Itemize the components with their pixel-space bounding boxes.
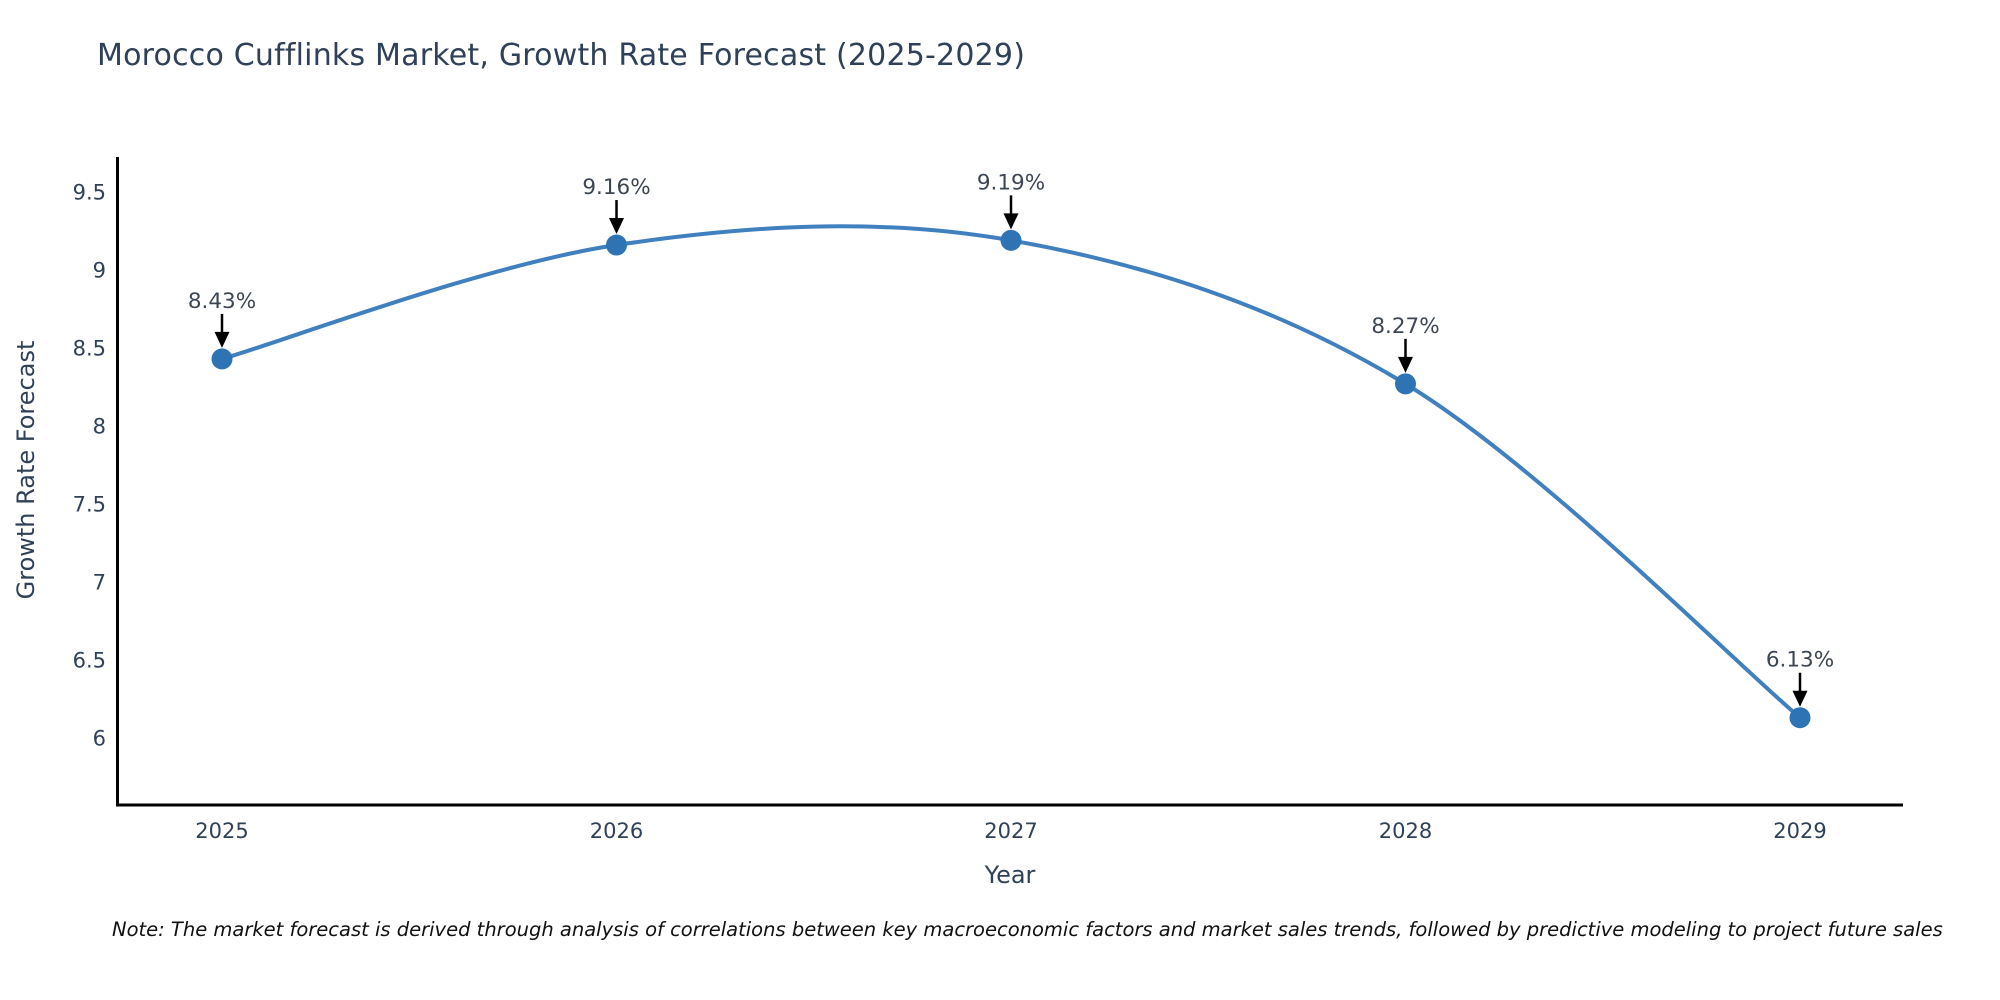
annotation-arrowhead	[1003, 213, 1019, 230]
y-tick-label: 6.5	[73, 649, 106, 673]
chart-title: Morocco Cufflinks Market, Growth Rate Fo…	[97, 38, 1026, 73]
y-tick-label: 7	[93, 571, 106, 595]
point-annotation: 9.19%	[977, 170, 1045, 195]
x-tick-label: 2026	[590, 819, 643, 843]
annotation-arrowhead	[1792, 690, 1808, 707]
y-tick-label: 7.5	[73, 493, 106, 517]
x-tick-label: 2025	[195, 819, 248, 843]
y-tick-label: 9.5	[73, 181, 106, 205]
x-tick-label: 2028	[1379, 819, 1432, 843]
data-point[interactable]	[606, 234, 627, 256]
y-tick-label: 6	[93, 727, 106, 751]
y-tick-label: 8	[93, 415, 106, 439]
point-annotation: 6.13%	[1766, 648, 1834, 673]
footnote: Note: The market forecast is derived thr…	[112, 918, 1943, 941]
annotation-arrowhead	[609, 218, 624, 235]
x-axis-label: Year	[984, 861, 1036, 889]
point-annotation: 9.16%	[582, 175, 650, 200]
x-tick-label: 2029	[1773, 819, 1826, 843]
data-point[interactable]	[1000, 229, 1022, 251]
x-tick-label: 2027	[984, 819, 1037, 843]
data-point[interactable]	[211, 348, 233, 370]
annotation-arrowhead	[214, 331, 230, 348]
point-annotation: 8.27%	[1371, 314, 1439, 339]
data-point[interactable]	[1789, 707, 1811, 729]
data-point[interactable]	[1395, 373, 1416, 395]
point-annotation: 8.43%	[188, 289, 256, 314]
y-tick-label: 9	[93, 259, 106, 283]
trend-line	[220, 224, 1802, 720]
y-tick-label: 8.5	[73, 337, 106, 361]
annotation-arrowhead	[1398, 356, 1413, 373]
